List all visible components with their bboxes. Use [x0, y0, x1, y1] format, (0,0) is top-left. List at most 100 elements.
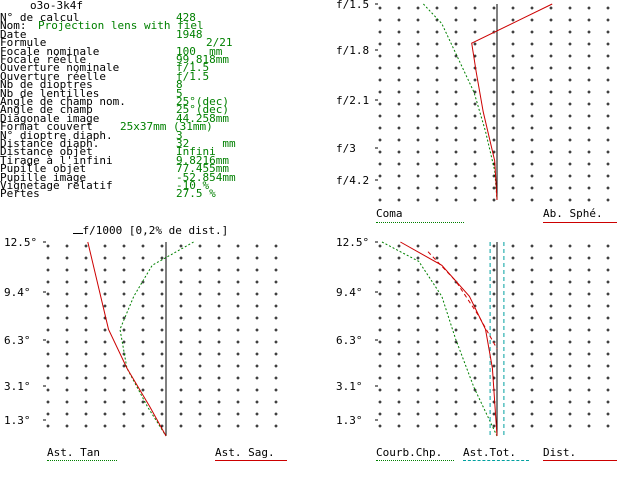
grid-mark [122, 364, 126, 368]
grid-mark [435, 66, 439, 70]
info-value: 428 [176, 11, 196, 24]
grid-mark [549, 138, 553, 142]
grid-mark [65, 388, 69, 392]
grid-mark [473, 316, 477, 320]
grid-mark [160, 364, 164, 368]
grid-mark [530, 186, 534, 190]
grid-mark [378, 6, 382, 10]
grid-mark [46, 316, 50, 320]
grid-mark [473, 30, 477, 34]
grid-mark [378, 18, 382, 22]
grid-mark [103, 280, 107, 284]
grid-mark [435, 114, 439, 118]
legend-ast-tot-line [463, 460, 529, 461]
grid-mark [473, 150, 477, 154]
grid-mark [217, 328, 221, 332]
grid-mark [473, 186, 477, 190]
grid-mark [530, 42, 534, 46]
grid-mark [217, 412, 221, 416]
grid-mark [606, 340, 610, 344]
grid-mark [397, 30, 401, 34]
grid-mark [236, 424, 240, 428]
grid-mark [378, 30, 382, 34]
grid-mark [378, 54, 382, 58]
grid-mark [217, 268, 221, 272]
grid-mark [65, 304, 69, 308]
grid-mark [568, 30, 572, 34]
grid-mark [549, 388, 553, 392]
grid-mark [397, 186, 401, 190]
grid-mark [274, 304, 278, 308]
grid-mark [397, 42, 401, 46]
info-value: 5 [176, 86, 183, 100]
grid-mark [435, 292, 439, 296]
grid-mark [587, 162, 591, 166]
grid-mark [416, 186, 420, 190]
grid-mark [65, 412, 69, 416]
grid-mark [492, 364, 496, 368]
legend-coma-line [376, 222, 464, 223]
grid-mark [606, 280, 610, 284]
grid-mark [435, 268, 439, 272]
grid-mark [236, 364, 240, 368]
grid-mark [416, 328, 420, 332]
grid-mark [217, 376, 221, 380]
grid-mark [65, 244, 69, 248]
grid-mark [255, 268, 259, 272]
grid-mark [435, 412, 439, 416]
grid-mark [397, 114, 401, 118]
y-tick-label: f/4.2 [336, 174, 369, 187]
grid-mark [530, 6, 534, 10]
grid-mark [46, 244, 50, 248]
grid-mark [568, 90, 572, 94]
grid-mark [549, 328, 553, 332]
grid-mark [179, 268, 183, 272]
grid-mark [454, 198, 458, 202]
grid-mark [568, 198, 572, 202]
grid-mark [435, 150, 439, 154]
grid-mark [397, 388, 401, 392]
grid-mark [160, 388, 164, 392]
grid-mark [587, 126, 591, 130]
grid-mark [530, 424, 534, 428]
grid-mark [473, 280, 477, 284]
grid-mark [179, 400, 183, 404]
y-tick-label: 9.4° [4, 286, 31, 299]
grid-mark [103, 424, 107, 428]
grid-mark [198, 388, 202, 392]
grid-mark [416, 30, 420, 34]
grid-mark [103, 304, 107, 308]
grid-mark [160, 328, 164, 332]
grid-mark [587, 186, 591, 190]
info-value: 100 mm [176, 44, 223, 58]
info-value: -10 % [176, 179, 210, 192]
grid-mark [511, 340, 515, 344]
grid-mark [160, 376, 164, 380]
grid-mark [454, 268, 458, 272]
grid-mark [549, 18, 553, 22]
grid-mark [511, 376, 515, 380]
grid-mark [511, 292, 515, 296]
grid-mark [236, 304, 240, 308]
grid-mark [511, 388, 515, 392]
grid-mark [378, 90, 382, 94]
grid-mark [511, 328, 515, 332]
grid-mark [141, 340, 145, 344]
grid-mark [46, 256, 50, 260]
grid-mark [397, 376, 401, 380]
grid-mark [179, 352, 183, 356]
grid-mark [46, 364, 50, 368]
grid-mark [217, 424, 221, 428]
grid-mark [492, 126, 496, 130]
grid-mark [492, 78, 496, 82]
grid-mark [511, 364, 515, 368]
info-value: Projection lens with fiel [38, 19, 204, 33]
y-tick-label: f/2.1 [336, 94, 369, 107]
info-label: Date [0, 27, 27, 41]
grid-mark [606, 244, 610, 248]
grid-mark [511, 244, 515, 248]
grid-mark [378, 352, 382, 356]
grid-mark [198, 328, 202, 332]
grid-mark [416, 174, 420, 178]
grid-mark [587, 150, 591, 154]
